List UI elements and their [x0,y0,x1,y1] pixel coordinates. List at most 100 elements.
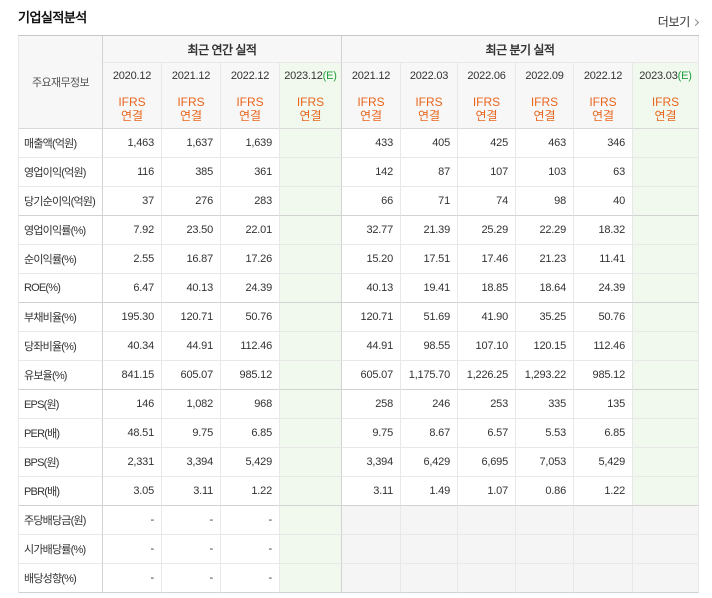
annual-period-basis: IFRS 연결 [221,89,280,129]
quarter-value: 0.86 [545,485,566,497]
quarter-value-cell: 15.20 [342,245,401,274]
annual-value-cell: 6.85 [221,419,280,448]
row-label-cell: 시가배당률(%) [19,535,103,564]
accounting-basis-text: IFRS [589,94,617,109]
annual-value: 2.55 [133,253,154,265]
quarter-value: 142 [375,166,393,178]
quarter-value-cell: 25.29 [458,216,516,245]
quarter-value-cell [574,506,633,535]
quarter-value-cell: 40.13 [342,274,401,303]
quarter-value-cell: 40 [574,187,633,216]
quarter-value: 18.85 [481,282,508,294]
annual-value-cell [280,129,342,158]
quarter-value-cell: 8.67 [401,419,458,448]
accounting-basis-text: IFRS [472,94,501,109]
quarter-value: 8.67 [429,427,450,439]
quarter-value-cell [516,506,574,535]
row-label-cell: PBR(배) [19,477,103,506]
annual-period-date: 2020.12 [112,70,152,82]
quarter-value: 1,226.25 [466,369,508,381]
accounting-basis-text: 연결 [533,108,556,123]
annual-period-header: 2022.12 [221,63,280,89]
quarter-value: 103 [548,166,566,178]
quarter-value: 3,394 [366,456,393,468]
quarter-value-cell: 17.46 [458,245,516,274]
quarter-value-cell: 1,175.70 [401,361,458,390]
annual-value-cell [280,477,342,506]
annual-value: 48.51 [127,427,154,439]
row-label-cell: EPS(원) [19,390,103,419]
quarter-value-cell: 44.91 [342,332,401,361]
annual-value: 3.11 [193,485,213,497]
quarter-value: 112.46 [593,340,625,352]
annual-value: 361 [254,166,272,178]
quarter-value-cell: 142 [342,158,401,187]
quarter-value: 21.39 [423,224,450,236]
annual-value-cell: - [103,506,162,535]
quarter-value-cell: 18.32 [574,216,633,245]
annual-value-cell: 3.11 [162,477,221,506]
quarter-value: 5.53 [545,427,566,439]
annual-value-cell: 968 [221,390,280,419]
quarter-value-cell [458,564,516,593]
quarter-value-cell [633,361,699,390]
annual-period-date: 2022.12 [230,70,270,82]
annual-value-cell [280,216,342,245]
annual-value: 1,637 [186,137,213,149]
quarter-value: 258 [375,398,393,410]
quarter-value-cell [458,535,516,564]
quarter-value: 9.75 [372,427,393,439]
quarter-value: 50.76 [598,311,625,323]
quarter-value-cell: 3.11 [342,477,401,506]
annual-group-header: 최근 연간 실적 [103,36,342,63]
quarter-value-cell [633,564,699,593]
annual-value-cell: 195.30 [103,303,162,332]
quarter-value: 35.25 [539,311,566,323]
quarter-value: 253 [490,398,508,410]
quarter-value-cell: 71 [401,187,458,216]
quarter-value: 44.91 [366,340,393,352]
quarter-value-cell: 98 [516,187,574,216]
quarter-value-cell [401,506,458,535]
annual-value: 17.26 [245,253,272,265]
annual-value: 146 [136,398,154,410]
quarter-value: 6.85 [604,427,625,439]
accounting-basis-text: 연결 [654,108,677,123]
quarter-period-header: 2021.12 [342,63,401,89]
row-label-cell: PER(배) [19,419,103,448]
quarter-value-cell [633,187,699,216]
annual-value: 6.47 [133,282,154,294]
annual-period-basis: IFRS 연결 [280,89,342,129]
annual-value: 22.01 [245,224,272,236]
more-link[interactable]: 더보기 [658,14,700,30]
quarter-period-header: 2022.03 [401,63,458,89]
annual-value: 605.07 [180,369,214,381]
quarter-value: 51.69 [423,311,450,323]
accounting-basis-text: 연결 [591,108,615,123]
annual-value-cell: 3.05 [103,477,162,506]
quarter-value-cell: 3,394 [342,448,401,477]
quarter-value-cell: 1,293.22 [516,361,574,390]
annual-value-cell: 1,637 [162,129,221,158]
accounting-basis-text: IFRS [177,94,205,109]
annual-period-header: 2020.12 [103,63,162,89]
annual-value-cell: - [103,535,162,564]
quarter-period-date: 2022.06 [467,70,506,82]
quarter-group-header: 최근 분기 실적 [342,36,699,63]
row-label-cell: 당기순이익(억원) [19,187,103,216]
quarter-value-cell: 985.12 [574,361,633,390]
quarter-value: 18.64 [539,282,566,294]
quarter-value: 19.41 [423,282,450,294]
annual-value: 37 [142,195,154,207]
quarter-value-cell: 11.41 [574,245,633,274]
annual-value-cell [280,361,342,390]
annual-value: 50.76 [245,311,272,323]
accounting-basis-text: IFRS [236,94,264,109]
annual-value-cell [280,187,342,216]
annual-value-cell: 385 [162,158,221,187]
quarter-value: 17.51 [423,253,450,265]
quarter-value-cell: 0.86 [516,477,574,506]
annual-value: 985.12 [239,369,273,381]
annual-value-cell: 16.87 [162,245,221,274]
accounting-basis-text: 연결 [238,108,262,123]
